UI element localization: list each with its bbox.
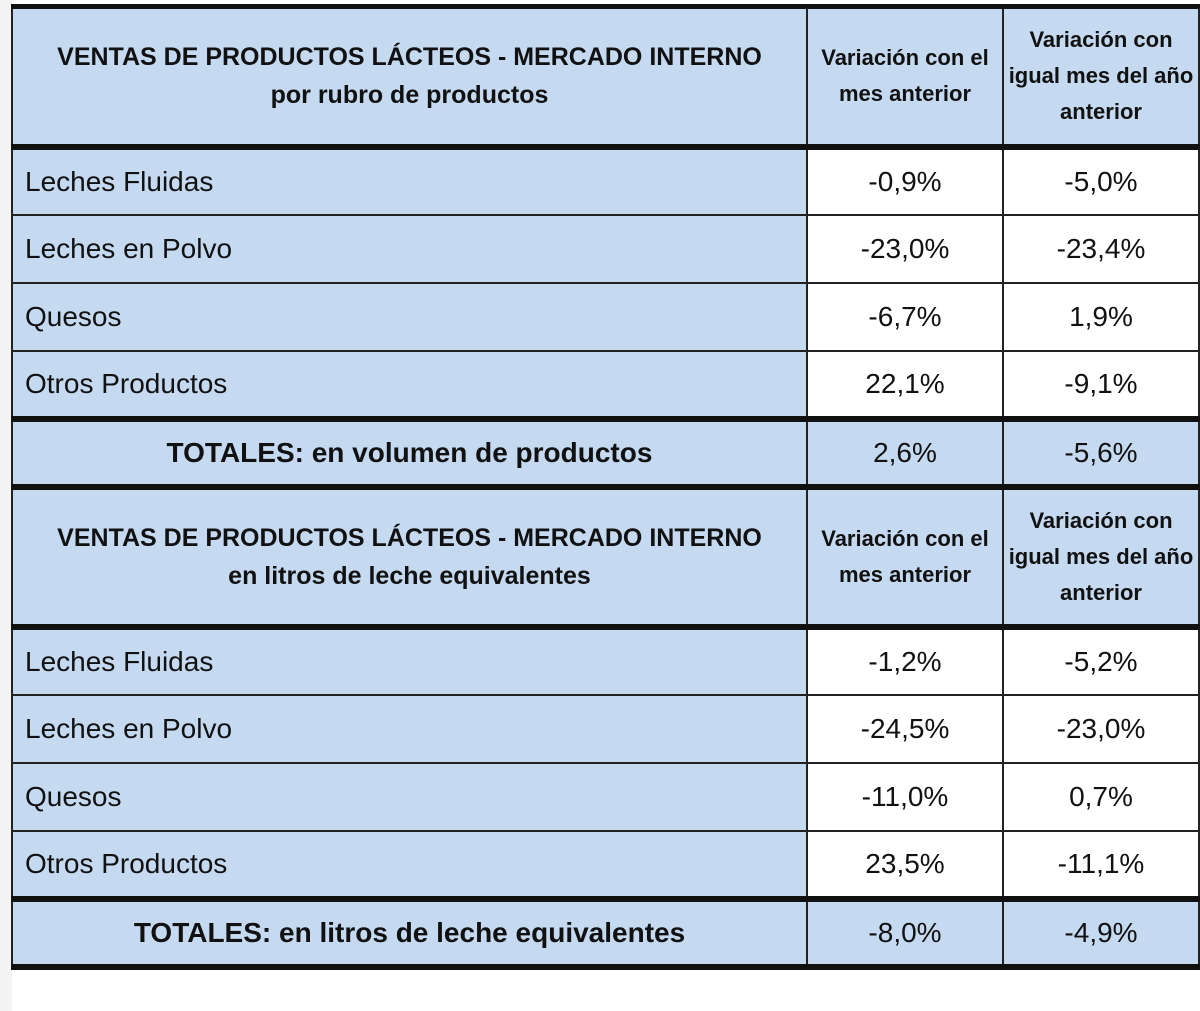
total-month-variation: 2,6% [806,415,1004,488]
cell-year-variation: -5,0% [1002,143,1200,216]
col-header-month-variation: Variación con el mes anterior [806,483,1004,628]
cell-year-variation: -23,0% [1002,693,1200,764]
table-row: Leches en Polvo -23,0% -23,4% [11,213,1200,284]
col-header-year-variation: Variación con igual mes del año anterior [1002,483,1200,628]
section-title-line1: VENTAS DE PRODUCTOS LÁCTEOS - MERCADO IN… [57,523,762,552]
row-label: Leches Fluidas [11,623,808,696]
row-label: Otros Productos [11,349,808,420]
section-title-line2: por rubro de productos [270,81,549,110]
cell-year-variation: 1,9% [1002,281,1200,352]
section-title: VENTAS DE PRODUCTOS LÁCTEOS - MERCADO IN… [11,483,808,628]
total-month-variation: -8,0% [806,895,1004,970]
table-row: Leches en Polvo -24,5% -23,0% [11,693,1200,764]
cell-year-variation: -9,1% [1002,349,1200,420]
row-label: Quesos [11,281,808,352]
row-label: Leches Fluidas [11,143,808,216]
cell-month-variation: -6,7% [806,281,1004,352]
cell-month-variation: -23,0% [806,213,1004,284]
cell-month-variation: 23,5% [806,829,1004,900]
section-header-row: VENTAS DE PRODUCTOS LÁCTEOS - MERCADO IN… [11,483,1200,628]
section-title: VENTAS DE PRODUCTOS LÁCTEOS - MERCADO IN… [11,4,808,148]
col-header-month-variation: Variación con el mes anterior [806,4,1004,148]
section-title-line1: VENTAS DE PRODUCTOS LÁCTEOS - MERCADO IN… [57,43,762,72]
row-label: Leches en Polvo [11,213,808,284]
table-row: Otros Productos 22,1% -9,1% [11,349,1200,420]
table-row: Quesos -11,0% 0,7% [11,761,1200,832]
table-row: Leches Fluidas -1,2% -5,2% [11,623,1200,696]
row-label: Quesos [11,761,808,832]
total-label: TOTALES: en litros de leche equivalentes [11,895,808,970]
table-row: Quesos -6,7% 1,9% [11,281,1200,352]
dairy-sales-table: VENTAS DE PRODUCTOS LÁCTEOS - MERCADO IN… [11,4,1200,970]
row-label: Leches en Polvo [11,693,808,764]
section-header-row: VENTAS DE PRODUCTOS LÁCTEOS - MERCADO IN… [11,4,1200,148]
total-year-variation: -5,6% [1002,415,1200,488]
total-label: TOTALES: en volumen de productos [11,415,808,488]
cell-year-variation: 0,7% [1002,761,1200,832]
total-row: TOTALES: en volumen de productos 2,6% -5,6… [11,415,1200,488]
spreadsheet-margin [0,0,12,1011]
cell-month-variation: -0,9% [806,143,1004,216]
row-label: Otros Productos [11,829,808,900]
col-header-year-variation: Variación con igual mes del año anterior [1002,4,1200,148]
cell-month-variation: -1,2% [806,623,1004,696]
total-year-variation: -4,9% [1002,895,1200,970]
cell-month-variation: -11,0% [806,761,1004,832]
cell-year-variation: -11,1% [1002,829,1200,900]
cell-month-variation: -24,5% [806,693,1004,764]
total-row: TOTALES: en litros de leche equivalentes… [11,895,1200,970]
cell-month-variation: 22,1% [806,349,1004,420]
cell-year-variation: -23,4% [1002,213,1200,284]
section-title-line2: en litros de leche equivalentes [228,561,591,590]
table-row: Otros Productos 23,5% -11,1% [11,829,1200,900]
cell-year-variation: -5,2% [1002,623,1200,696]
table-row: Leches Fluidas -0,9% -5,0% [11,143,1200,216]
